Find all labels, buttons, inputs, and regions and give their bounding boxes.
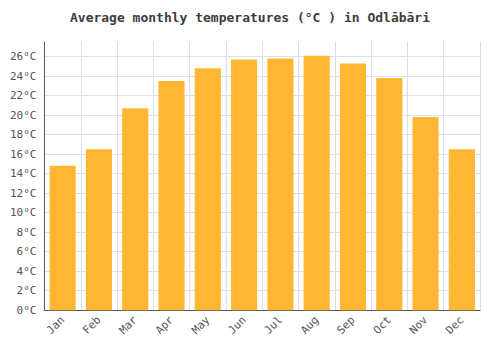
svg-text:Aug: Aug xyxy=(298,314,321,337)
svg-text:Dec: Dec xyxy=(443,314,466,337)
svg-text:6°C: 6°C xyxy=(17,245,37,258)
svg-text:22°C: 22°C xyxy=(10,89,37,102)
svg-text:Apr: Apr xyxy=(153,313,176,336)
svg-text:12°C: 12°C xyxy=(10,187,37,200)
svg-text:8°C: 8°C xyxy=(17,226,37,239)
svg-text:Average monthly temperatures (: Average monthly temperatures (°C ) in Od… xyxy=(70,10,430,25)
svg-text:Feb: Feb xyxy=(80,314,103,337)
svg-text:24°C: 24°C xyxy=(10,70,37,83)
svg-text:26°C: 26°C xyxy=(10,50,37,63)
svg-text:May: May xyxy=(189,313,212,336)
svg-text:Sep: Sep xyxy=(334,314,357,337)
svg-text:Oct: Oct xyxy=(371,314,394,337)
svg-text:20°C: 20°C xyxy=(10,109,37,122)
svg-text:4°C: 4°C xyxy=(17,265,37,278)
svg-text:18°C: 18°C xyxy=(10,128,37,141)
svg-text:Jul: Jul xyxy=(262,314,285,337)
svg-text:10°C: 10°C xyxy=(10,206,37,219)
svg-text:14°C: 14°C xyxy=(10,167,37,180)
svg-text:16°C: 16°C xyxy=(10,148,37,161)
svg-text:2°C: 2°C xyxy=(17,284,37,297)
svg-text:Jun: Jun xyxy=(225,314,248,337)
svg-text:0°C: 0°C xyxy=(17,304,37,317)
svg-text:Jan: Jan xyxy=(44,314,67,337)
svg-text:Nov: Nov xyxy=(407,313,430,336)
svg-text:Mar: Mar xyxy=(117,313,140,336)
